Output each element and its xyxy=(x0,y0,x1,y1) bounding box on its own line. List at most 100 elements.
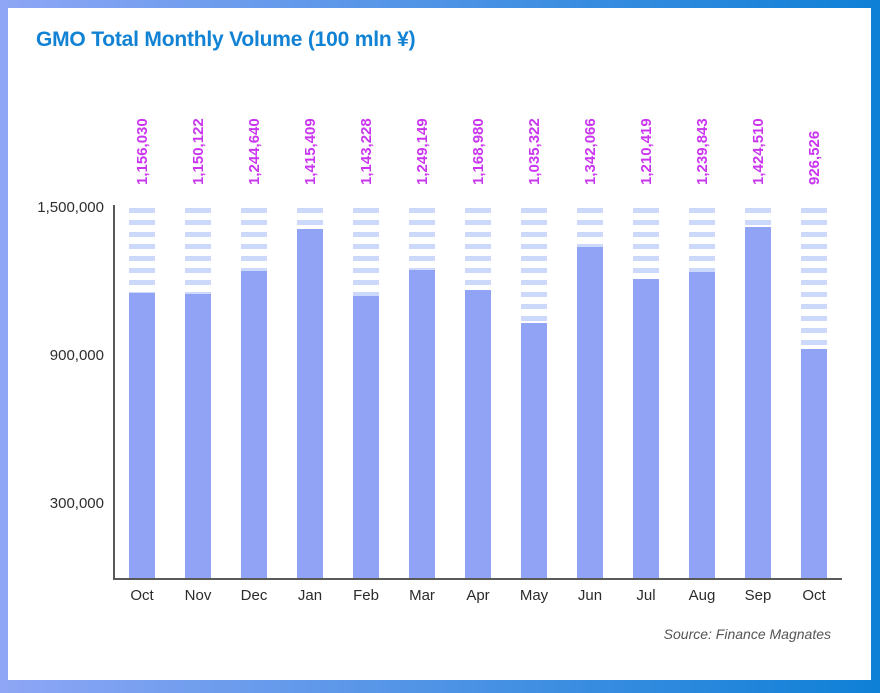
bar xyxy=(745,227,771,578)
bar-column: 1,210,419 Jul xyxy=(618,87,674,612)
spacer xyxy=(618,185,674,208)
y-tick-label: 900,000 xyxy=(49,347,104,364)
bar-stack xyxy=(114,208,170,578)
bar-value-label: 1,249,149 xyxy=(414,118,431,185)
bar-column: 1,415,409 Jan xyxy=(282,87,338,612)
bar xyxy=(633,279,659,578)
spacer xyxy=(450,185,506,208)
bar-value-label: 1,342,066 xyxy=(582,118,599,185)
bar-value-label: 1,143,228 xyxy=(358,118,375,185)
bar-stack xyxy=(170,208,226,578)
bar xyxy=(297,229,323,578)
bar-value-label: 926,526 xyxy=(806,130,823,185)
bar-stack xyxy=(282,208,338,578)
bar-stack xyxy=(394,208,450,578)
x-tick-label: Nov xyxy=(184,587,212,604)
x-tick-label: Dec xyxy=(240,587,268,604)
bar xyxy=(241,271,267,578)
bar xyxy=(577,247,603,578)
ghost-striped-column xyxy=(801,208,827,349)
x-tick-label: Feb xyxy=(353,587,379,604)
bar-stack xyxy=(226,208,282,578)
bar xyxy=(521,323,547,578)
ghost-striped-column xyxy=(353,208,379,296)
y-axis-line xyxy=(113,205,115,580)
plot-columns: 1,156,030 Oct 1,150,122 Nov 1,244,640 Dec 1,41… xyxy=(114,87,842,612)
bar-column: 1,035,322 May xyxy=(506,87,562,612)
bar-stack xyxy=(730,208,786,578)
source-credit: Source: Finance Magnates xyxy=(663,626,831,642)
x-tick-label: Sep xyxy=(744,587,772,604)
bar-column: 1,143,228 Feb xyxy=(338,87,394,612)
bar-column: 1,249,149 Mar xyxy=(394,87,450,612)
spacer xyxy=(674,185,730,208)
bar-value-label: 1,210,419 xyxy=(638,118,655,185)
bar-stack xyxy=(338,208,394,578)
spacer xyxy=(338,185,394,208)
x-tick-label: Jul xyxy=(636,587,656,604)
ghost-striped-column xyxy=(689,208,715,272)
ghost-striped-column xyxy=(521,208,547,323)
ghost-striped-column xyxy=(129,208,155,293)
bar-value-label: 1,424,510 xyxy=(750,118,767,185)
ghost-striped-column xyxy=(633,208,659,279)
bar-column: 1,424,510 Sep xyxy=(730,87,786,612)
chart-title: GMO Total Monthly Volume (100 mln ¥) xyxy=(36,28,416,51)
bar-value-label: 1,239,843 xyxy=(694,118,711,185)
bar-column: 1,150,122 Nov xyxy=(170,87,226,612)
bar-column: 1,342,066 Jun xyxy=(562,87,618,612)
ghost-striped-column xyxy=(465,208,491,290)
x-tick-label: Jan xyxy=(297,587,323,604)
x-tick-label: Aug xyxy=(688,587,716,604)
bar-stack xyxy=(618,208,674,578)
bar-stack xyxy=(562,208,618,578)
bar-column: 1,168,980 Apr xyxy=(450,87,506,612)
y-tick-label: 300,000 xyxy=(49,495,104,512)
spacer xyxy=(114,185,170,208)
bar-value-label: 1,156,030 xyxy=(134,118,151,185)
bar xyxy=(185,294,211,578)
x-tick-label: Jun xyxy=(577,587,603,604)
ghost-striped-column xyxy=(577,208,603,247)
x-tick-label: Mar xyxy=(409,587,435,604)
bar-value-label: 1,415,409 xyxy=(302,118,319,185)
spacer xyxy=(730,185,786,208)
bar-stack xyxy=(450,208,506,578)
ghost-striped-column xyxy=(297,208,323,229)
x-tick-label: Oct xyxy=(130,587,154,604)
ghost-striped-column xyxy=(409,208,435,270)
ghost-striped-column xyxy=(745,208,771,227)
bar-column: 926,526 Oct xyxy=(786,87,842,612)
bar xyxy=(409,270,435,578)
bar-column: 1,239,843 Aug xyxy=(674,87,730,612)
spacer xyxy=(506,185,562,208)
bar-value-label: 1,168,980 xyxy=(470,118,487,185)
bar-stack xyxy=(506,208,562,578)
x-tick-label: Apr xyxy=(466,587,490,604)
bar-column: 1,244,640 Dec xyxy=(226,87,282,612)
bar-stack xyxy=(674,208,730,578)
bar xyxy=(353,296,379,578)
bar xyxy=(465,290,491,578)
spacer xyxy=(786,185,842,208)
spacer xyxy=(282,185,338,208)
x-tick-label: Oct xyxy=(802,587,826,604)
spacer xyxy=(226,185,282,208)
bar-value-label: 1,035,322 xyxy=(526,118,543,185)
x-tick-label: May xyxy=(519,587,549,604)
spacer xyxy=(170,185,226,208)
ghost-striped-column xyxy=(241,208,267,271)
x-axis-line xyxy=(113,578,842,580)
bar-value-label: 1,150,122 xyxy=(190,118,207,185)
ghost-striped-column xyxy=(185,208,211,294)
bar xyxy=(129,293,155,578)
chart-card: GMO Total Monthly Volume (100 mln ¥) 1,5… xyxy=(8,8,871,680)
y-tick-label: 1,500,000 xyxy=(37,199,104,216)
bar xyxy=(801,349,827,578)
bar-value-label: 1,244,640 xyxy=(246,118,263,185)
spacer xyxy=(394,185,450,208)
bar xyxy=(689,272,715,578)
spacer xyxy=(562,185,618,208)
bar-column: 1,156,030 Oct xyxy=(114,87,170,612)
